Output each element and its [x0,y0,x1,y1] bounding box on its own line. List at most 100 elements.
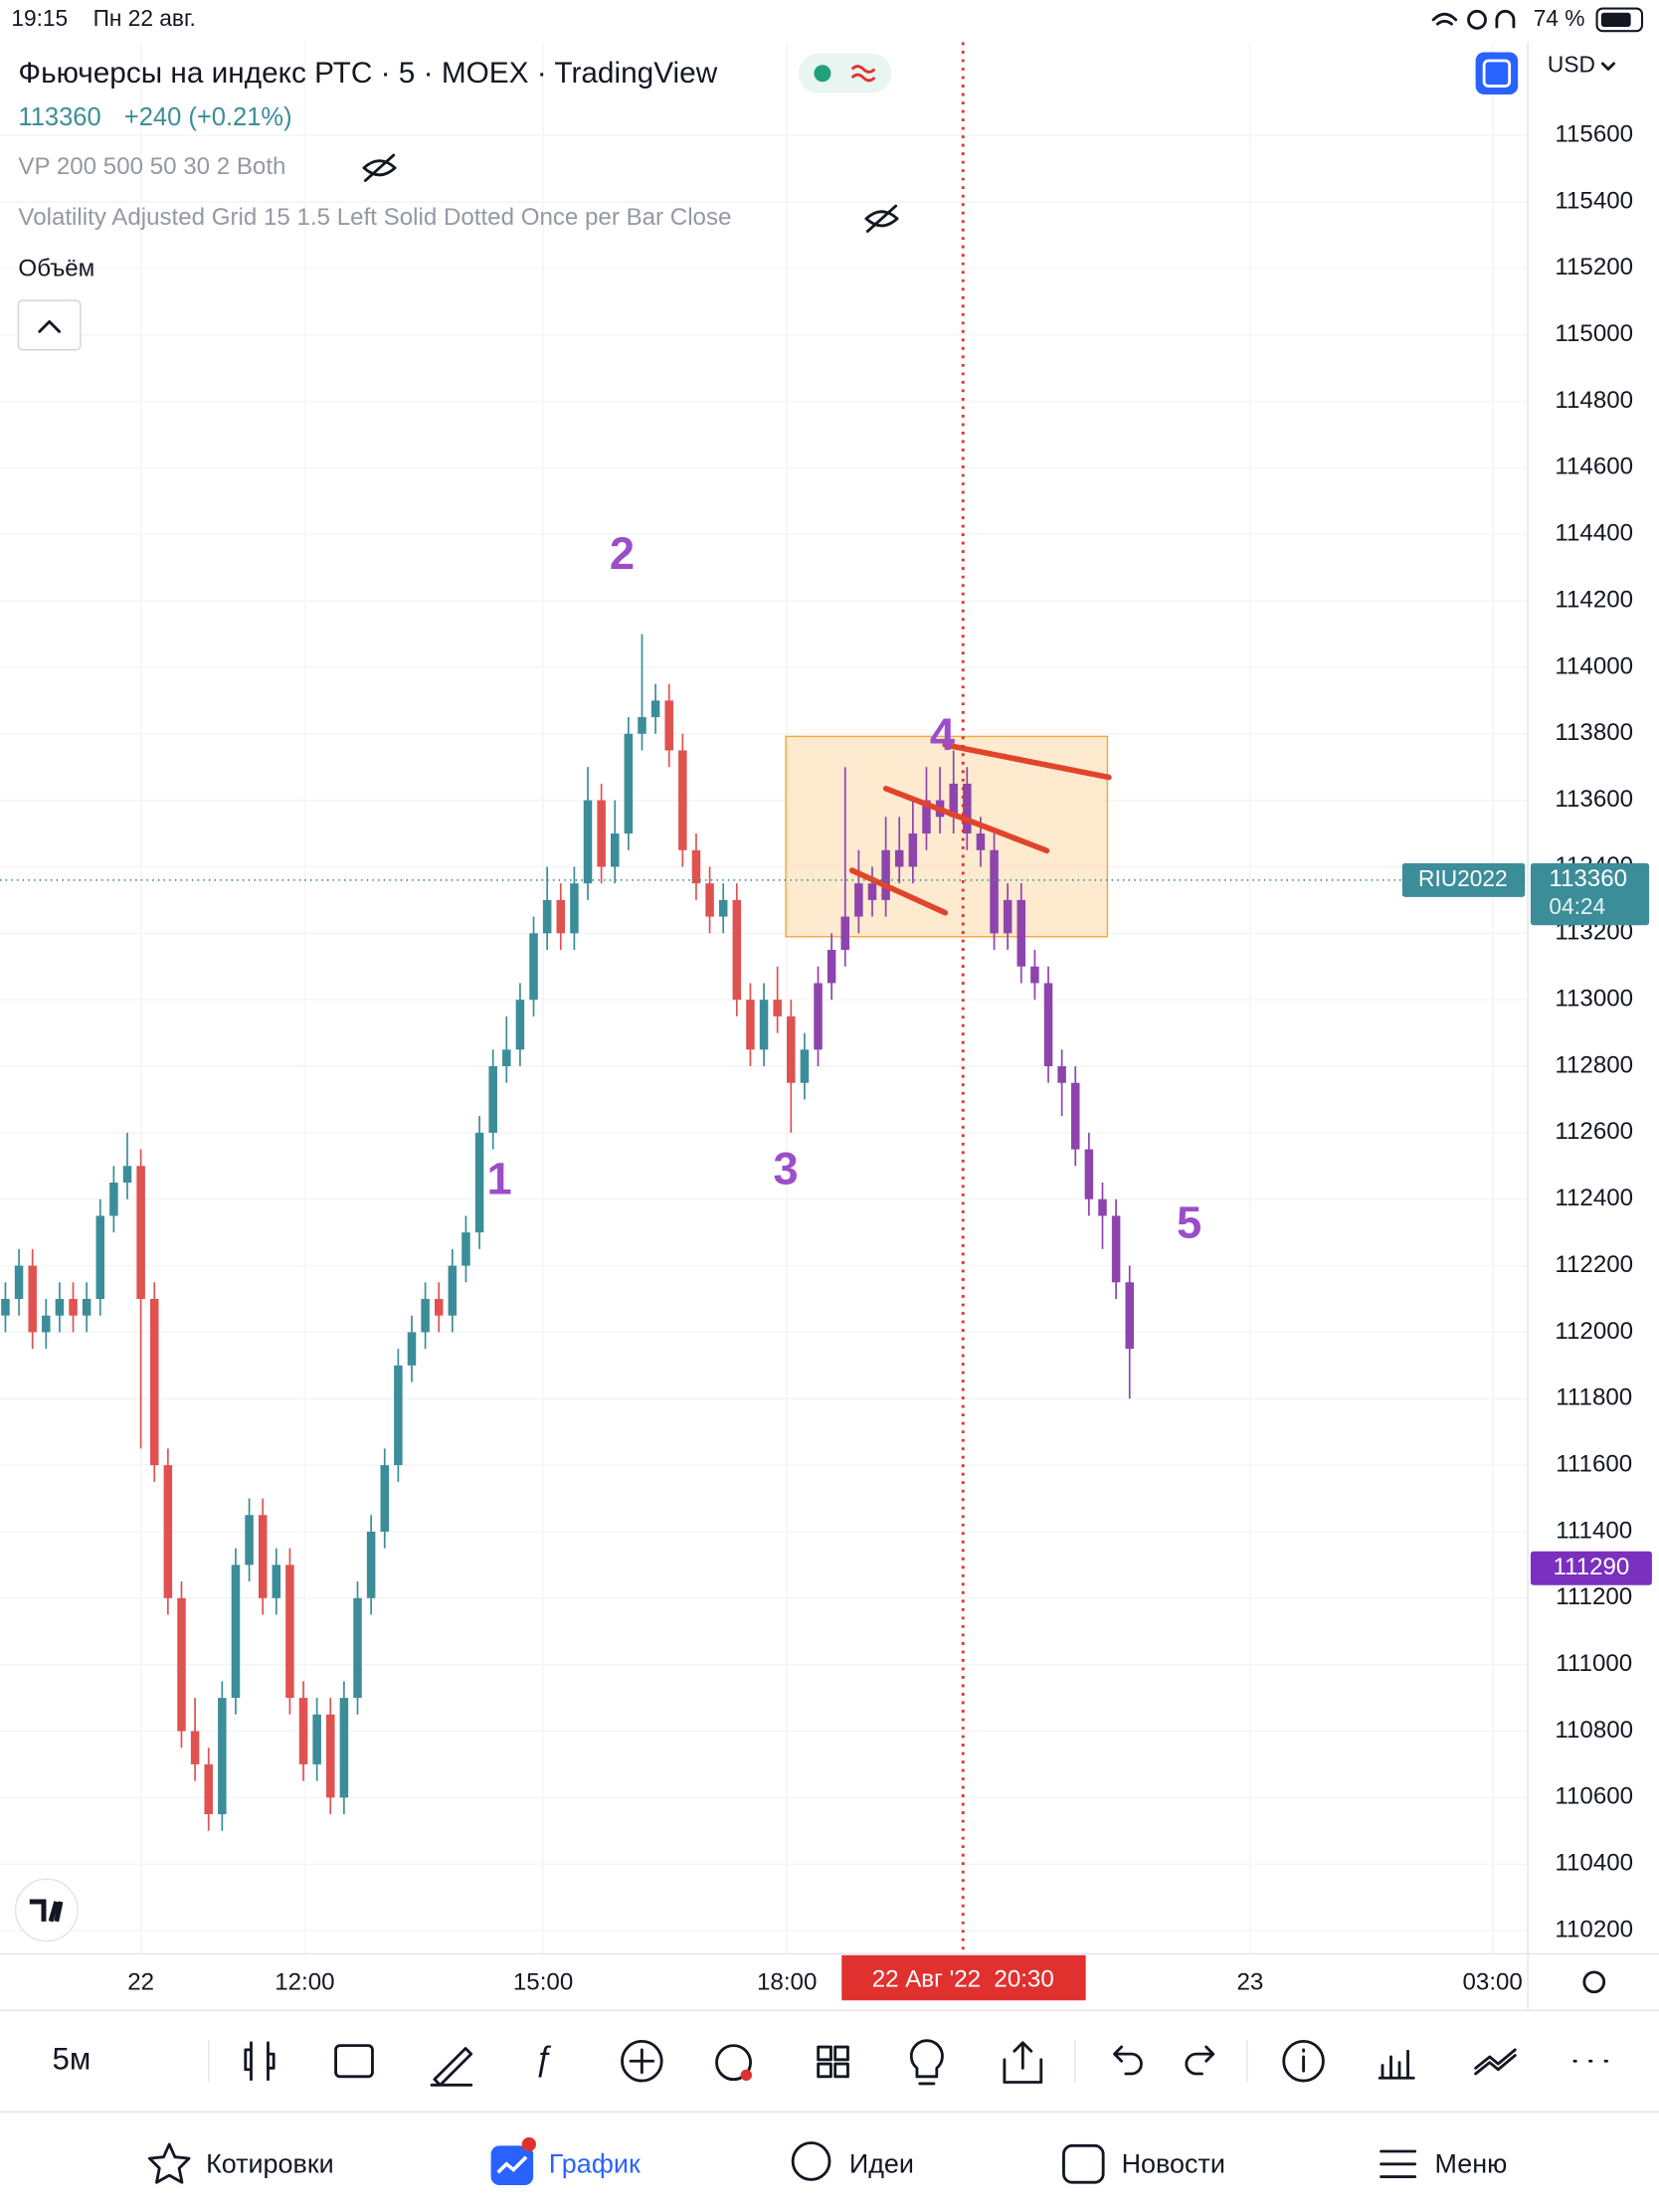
alert-icon[interactable] [715,2044,752,2082]
currency-chevron [1600,62,1616,71]
add-plus [629,2048,655,2074]
candle-body [298,1698,308,1764]
redo-icon[interactable] [1185,2045,1215,2076]
undo-icon[interactable] [1113,2045,1143,2076]
chart-type-icon[interactable] [244,2041,276,2082]
y-tick-label: 111800 [1556,1384,1632,1411]
nav-item[interactable]: Меню [1434,2148,1507,2178]
indicator-name[interactable]: Volatility Adjusted Grid 15 1.5 Left Sol… [18,204,731,231]
candle-body [583,800,593,884]
candle-body [231,1565,241,1699]
trend-line[interactable] [848,867,949,916]
y-tick-label: 114200 [1555,586,1633,613]
candle-body [867,883,877,900]
candle-body [245,1515,254,1566]
y-tick-label: 111600 [1556,1450,1632,1477]
candle-body [691,849,701,884]
indicator-price-box [1530,1551,1652,1585]
candle-body [177,1597,186,1732]
candle-body [272,1565,281,1598]
trend-line[interactable] [942,742,1112,781]
candle-body [624,733,634,834]
symbol-label: RIU2022 [1418,865,1508,891]
y-tick-label: 110800 [1555,1717,1633,1744]
candle-body [14,1265,24,1299]
currency[interactable]: USD [1548,52,1595,78]
wave-label: 3 [773,1144,798,1195]
price-label-box [1530,862,1650,926]
candle-body [122,1166,132,1183]
nav-item[interactable]: Котировки [206,2148,334,2178]
layout-button[interactable] [1475,52,1519,95]
info-icon[interactable] [1282,2039,1325,2083]
tv-logo[interactable] [14,1878,79,1942]
share-icon[interactable] [1003,2041,1043,2084]
replay-icon[interactable] [334,2044,374,2079]
candles [1,634,1134,1831]
candle-body [109,1182,118,1216]
templates-icon[interactable] [817,2045,849,2079]
y-tick-label: 115600 [1555,121,1633,148]
y-tick-label: 112400 [1555,1185,1633,1211]
stats-icon[interactable] [1378,2049,1415,2080]
candle-body [840,916,850,951]
y-tick-label: 114000 [1555,652,1633,679]
nav-icon[interactable] [1380,2149,1417,2178]
candle-body [597,800,606,867]
candle-body [69,1298,78,1316]
candle-body [814,983,823,1050]
hidden-icon[interactable] [864,204,899,234]
y-tick-label: 111400 [1556,1517,1632,1544]
candle-body [285,1565,294,1699]
candle-body [542,899,552,934]
settings-icon[interactable] [1582,1970,1606,1994]
trend-line[interactable] [882,786,1050,854]
nav-icon[interactable] [147,2142,191,2184]
y-tick-label: 111000 [1556,1650,1632,1677]
indicator-name[interactable]: Объём [18,255,94,281]
layout-icon [1482,59,1512,88]
candle-body [678,750,687,850]
nav-item[interactable]: График [549,2148,641,2178]
x-tick-label: 22 [127,1969,154,1996]
ideas-icon[interactable] [909,2039,944,2086]
y-tick-label: 115000 [1555,320,1633,347]
candle-body [407,1332,417,1366]
candle-body [218,1698,227,1815]
interval-button[interactable]: 5м [52,2041,91,2076]
nav-item[interactable]: Идеи [849,2148,914,2178]
rectangle-drawing[interactable] [785,735,1109,938]
nav-icon[interactable] [490,2145,534,2186]
candle-body [1098,1198,1107,1216]
collapse-button[interactable] [17,299,82,351]
chevron-up [38,319,61,333]
indicators-icon[interactable]: ƒ [534,2040,553,2079]
wave-label: 4 [930,709,955,760]
y-tick-label: 111200 [1556,1583,1632,1610]
status-time: 19:15 [11,5,68,31]
market-status[interactable] [798,53,892,93]
compare-icon[interactable] [1474,2048,1517,2076]
candle-body [1125,1282,1134,1350]
nav-icon[interactable] [1062,2143,1105,2184]
candle-body [95,1215,105,1299]
drawing-icon[interactable] [430,2047,473,2087]
candle-body [922,800,931,834]
nav-icon[interactable] [791,2141,831,2181]
candle-body [908,833,918,867]
candle-body [773,1000,782,1016]
nav-item[interactable]: Новости [1122,2148,1225,2178]
symbol-title[interactable]: Фьючерсы на индекс РТС · 5 · MOEX · Trad… [18,57,717,90]
candle-body [718,899,728,917]
y-tick-label: 112000 [1555,1318,1633,1345]
wifi-icon [1431,12,1458,26]
status-date: Пн 22 авг. [93,5,196,31]
candle-body [149,1298,159,1466]
candle-body [787,1015,796,1083]
hidden-icon[interactable] [362,153,397,182]
indicator-name[interactable]: VP 200 500 50 30 2 Both [18,153,285,180]
candle-body [474,1132,484,1233]
add-icon[interactable] [621,2039,663,2083]
candle-body [82,1298,92,1316]
